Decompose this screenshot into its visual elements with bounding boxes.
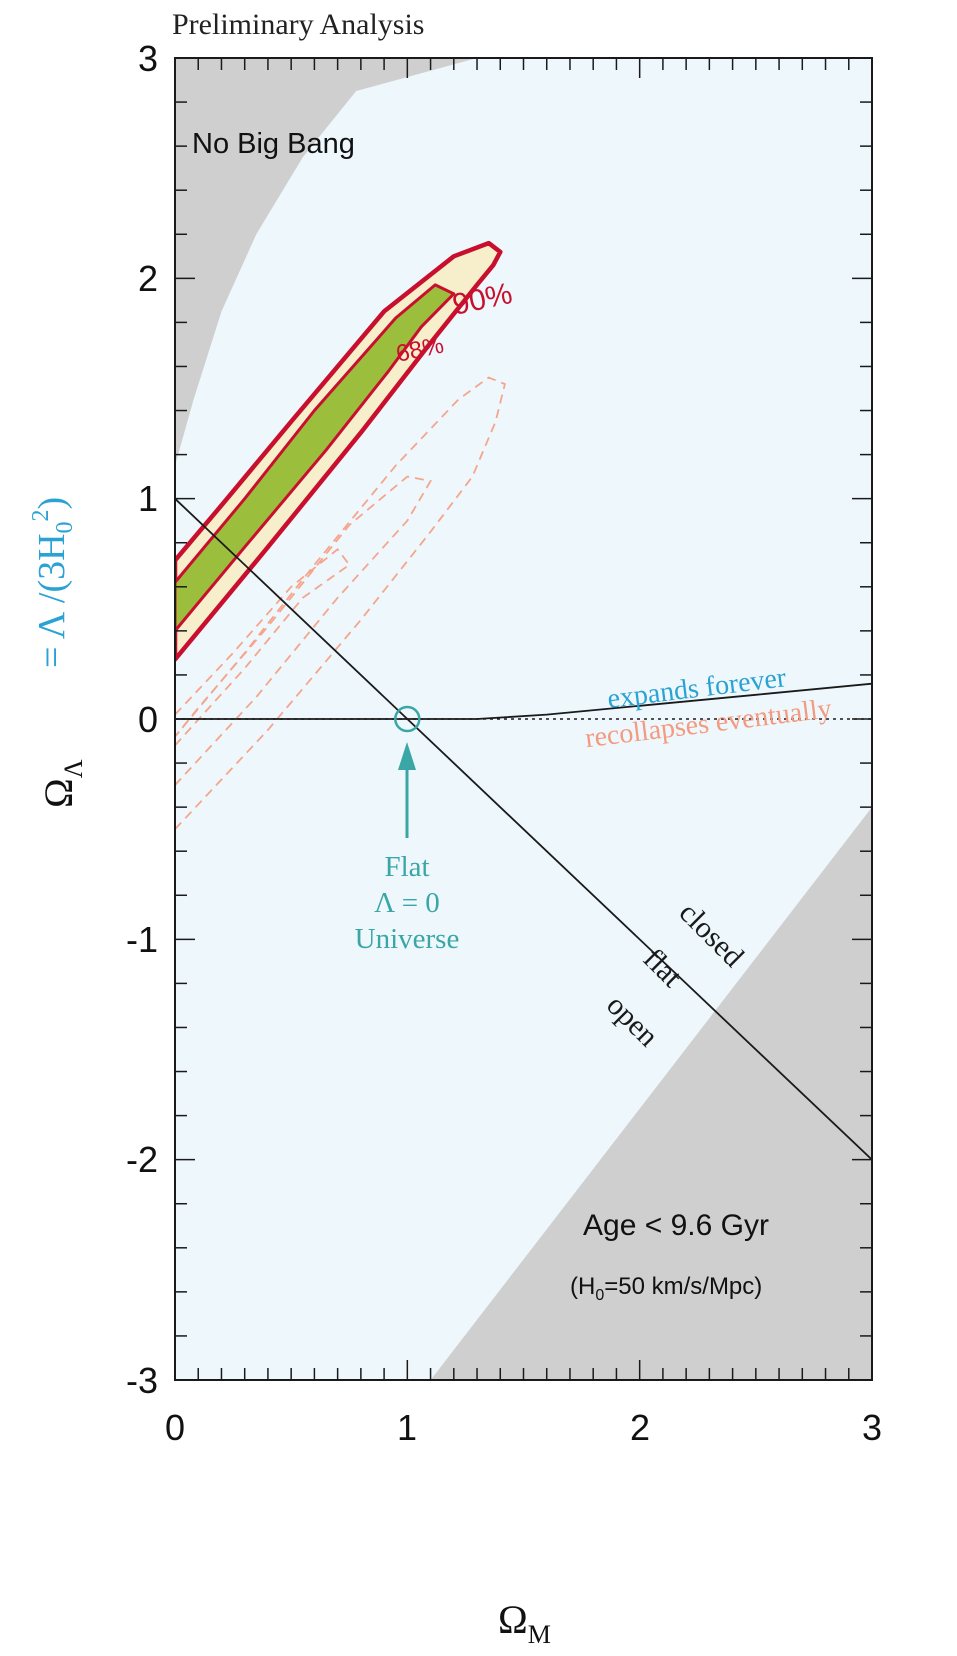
flat-universe-line-2: Λ = 0 — [374, 887, 440, 919]
y-axis-omega: Ω — [36, 778, 81, 808]
dashed-contour — [175, 475, 433, 787]
x-axis-label: ΩM — [498, 1597, 551, 1649]
flat-universe-arrow — [398, 742, 416, 838]
age-limit-label: Age < 9.6 Gyr — [583, 1209, 769, 1242]
shaded-regions — [175, 58, 872, 1380]
x-tick-label: 2 — [630, 1407, 650, 1448]
age-sub-rest: =50 km/s/Mpc) — [604, 1273, 762, 1300]
y-tick-label: 3 — [138, 38, 158, 79]
y-tick-label: 0 — [138, 699, 158, 740]
reference-lines — [175, 498, 872, 1161]
dashed-contour — [175, 548, 351, 747]
arrow-head — [398, 742, 416, 770]
x-tick-labels: 0 1 2 3 — [165, 1407, 882, 1448]
axis-ticks — [174, 57, 873, 1381]
age-sub-open: (H — [570, 1273, 595, 1300]
age-sub-h0: 0 — [595, 1287, 604, 1304]
x-tick-label: 0 — [165, 1407, 185, 1448]
y-axis-h-sub: 0 — [52, 521, 78, 533]
y-tick-labels: 3 2 1 0 -1 -2 -3 — [126, 38, 158, 1401]
age-limit-sublabel: (H0=50 km/s/Mpc) — [570, 1273, 762, 1304]
plot-area — [175, 58, 872, 1380]
y-tick-label: -1 — [126, 919, 158, 960]
y-tick-label: -3 — [126, 1360, 158, 1401]
y-tick-label: -2 — [126, 1139, 158, 1180]
expansion-boundary — [175, 682, 872, 720]
age-limit-region — [430, 807, 872, 1380]
y-axis-equals: = Λ /(3H — [31, 533, 73, 668]
y-axis-close: ) — [31, 497, 73, 510]
y-tick-label: 1 — [138, 478, 158, 519]
y-tick-label: 2 — [138, 258, 158, 299]
flat-line — [175, 498, 872, 1161]
x-tick-label: 3 — [862, 1407, 882, 1448]
chart-title: Preliminary Analysis — [172, 8, 424, 41]
y-axis-label-main: ΩΛ — [36, 759, 88, 808]
flat-universe-line-1: Flat — [384, 851, 429, 883]
y-axis-h-sup: 2 — [28, 509, 54, 521]
y-axis-definition: = Λ /(3H02) — [28, 497, 78, 668]
x-axis-label-sub: M — [528, 1620, 551, 1649]
contour-90 — [175, 240, 503, 662]
x-axis-label-main: Ω — [498, 1597, 528, 1642]
no-big-bang-region — [175, 58, 477, 466]
x-tick-label: 1 — [397, 1407, 417, 1448]
flat-universe-marker — [394, 705, 421, 733]
y-axis-label: ΩΛ = Λ /(3H02) — [28, 497, 88, 808]
y-axis-sub: Λ — [59, 759, 88, 778]
contour-68 — [175, 283, 456, 633]
flat-universe-line-3: Universe — [355, 923, 460, 955]
confidence-contours — [175, 240, 503, 662]
dashed-contours — [175, 376, 506, 831]
no-big-bang-label: No Big Bang — [192, 128, 355, 160]
